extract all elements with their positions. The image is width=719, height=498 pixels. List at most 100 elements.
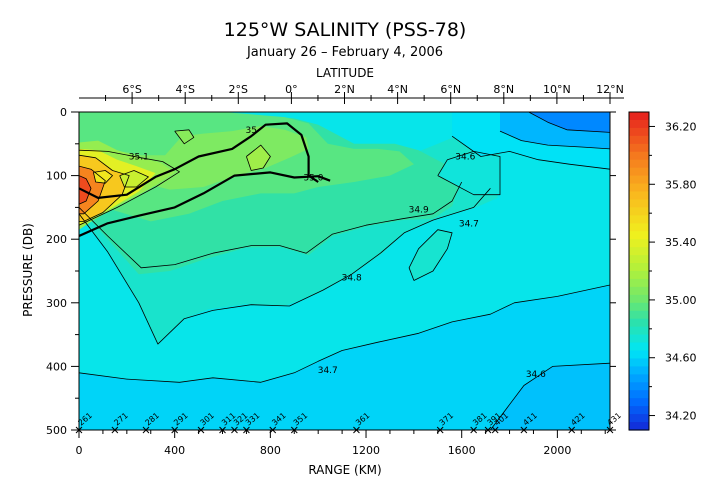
x-tick-label: 400 bbox=[164, 444, 185, 457]
salinity-region bbox=[490, 363, 610, 430]
colorbar-swatch bbox=[629, 310, 649, 320]
colorbar-swatch bbox=[629, 215, 649, 224]
colorbar-swatch bbox=[629, 143, 649, 153]
contour-line bbox=[79, 154, 130, 222]
y-tick-label: 500 bbox=[46, 424, 67, 437]
lat-tick-label: 6°N bbox=[440, 83, 461, 96]
lat-tick-label: 2°N bbox=[334, 83, 355, 96]
contour-line bbox=[490, 362, 610, 430]
colorbar-swatch bbox=[629, 112, 649, 121]
y-tick-label: 100 bbox=[46, 170, 67, 183]
lat-tick-label: 6°S bbox=[122, 83, 141, 96]
lat-tick-label: 2°S bbox=[229, 83, 248, 96]
colorbar-tick-label: 36.20 bbox=[665, 120, 697, 133]
latitude-axis: 6°S 4°S 2°S 0° 2°N 4°N 6°N 8°N 10°N 12°N bbox=[79, 83, 624, 104]
contour-line bbox=[79, 181, 463, 269]
bold-contour-line bbox=[79, 122, 319, 199]
colorbar-tick-label: 34.20 bbox=[665, 410, 697, 423]
salinity-region bbox=[93, 170, 113, 184]
colorbar-swatch bbox=[629, 247, 649, 256]
lat-tick-label: 10°N bbox=[543, 83, 571, 96]
colorbar-swatch bbox=[629, 231, 649, 240]
colorbar-swatch bbox=[629, 406, 649, 415]
colorbar-swatch bbox=[629, 207, 649, 216]
colorbar-swatch bbox=[629, 191, 649, 201]
contour-label: 34.9 bbox=[409, 205, 429, 215]
colorbar-swatch bbox=[629, 382, 649, 391]
contour-label: 35 bbox=[245, 126, 256, 136]
contour-line bbox=[437, 151, 501, 196]
colorbar-swatch bbox=[629, 183, 649, 193]
x-tick-label: 1600 bbox=[448, 444, 476, 457]
contour-label: 35.1 bbox=[129, 153, 149, 163]
x-axis: 0 400 800 1200 1600 2000 bbox=[76, 430, 606, 457]
contour-line bbox=[79, 188, 491, 345]
lat-tick-label: 12°N bbox=[596, 83, 624, 96]
colorbar-swatch bbox=[629, 294, 649, 304]
colorbar-swatch bbox=[629, 271, 649, 280]
colorbar-swatch bbox=[629, 151, 649, 161]
contour-lines bbox=[79, 112, 610, 430]
colorbar-tick-label: 35.40 bbox=[665, 236, 697, 249]
chart-title: 125°W SALINITY (PSS-78) bbox=[224, 19, 467, 41]
x-axis-label: RANGE (KM) bbox=[308, 463, 381, 477]
colorbar-tick-label: 34.60 bbox=[665, 352, 697, 365]
contour-line bbox=[408, 229, 453, 281]
contour-line bbox=[499, 130, 610, 150]
salinity-region bbox=[79, 126, 309, 207]
lat-tick-label: 4°S bbox=[175, 83, 194, 96]
contour-labels: 35.1 35 35.0 34.9 34.8 34.7 34.7 34.6 34.6 bbox=[129, 126, 546, 380]
colorbar-tick-label: 35.00 bbox=[665, 294, 697, 307]
lat-tick-label: 0° bbox=[285, 83, 298, 96]
colorbar-swatch bbox=[629, 358, 649, 367]
colorbar-swatch bbox=[629, 390, 649, 399]
bold-contour-line bbox=[79, 171, 331, 238]
colorbar-swatch bbox=[629, 374, 649, 383]
x-tick-label: 1200 bbox=[352, 444, 380, 457]
colorbar-swatch bbox=[629, 422, 649, 431]
colorbar-swatch bbox=[629, 127, 649, 137]
salinity-region bbox=[528, 112, 610, 133]
chart-subtitle: January 26 – February 4, 2006 bbox=[246, 45, 443, 60]
colorbar-tick-label: 35.80 bbox=[665, 178, 697, 191]
contour-label: 34.6 bbox=[526, 370, 546, 380]
colorbar-swatch bbox=[629, 223, 649, 232]
lat-tick-label: 4°N bbox=[387, 83, 408, 96]
y-tick-label: 300 bbox=[46, 297, 67, 310]
y-axis-label: PRESSURE (DB) bbox=[21, 223, 35, 317]
contour-line bbox=[174, 129, 195, 145]
salinity-color-field bbox=[79, 112, 610, 430]
colorbar-swatch bbox=[629, 167, 649, 177]
colorbar-swatch bbox=[629, 263, 649, 272]
contour-label: 34.7 bbox=[318, 366, 338, 376]
salinity-region bbox=[79, 285, 610, 430]
salinity-region bbox=[409, 229, 453, 281]
colorbar-swatch bbox=[629, 119, 649, 129]
colorbar-swatch bbox=[629, 302, 649, 312]
colorbar-swatch bbox=[629, 366, 649, 375]
contour-line bbox=[79, 175, 92, 205]
salinity-region bbox=[437, 151, 500, 195]
colorbar-swatch bbox=[629, 350, 649, 360]
contour-line bbox=[79, 284, 610, 383]
colorbar-swatch bbox=[629, 255, 649, 264]
salinity-region bbox=[246, 145, 271, 171]
colorbar-swatch bbox=[629, 159, 649, 169]
y-tick-label: 400 bbox=[46, 360, 67, 373]
contour-line bbox=[93, 170, 113, 184]
colorbar-swatch bbox=[629, 414, 649, 423]
y-tick-label: 200 bbox=[46, 233, 67, 246]
colorbar-swatch bbox=[629, 398, 649, 407]
contour-line bbox=[79, 149, 180, 226]
colorbar: 36.20 35.80 35.40 35.00 34.60 34.20 bbox=[628, 111, 697, 431]
lat-tick-label: 8°N bbox=[493, 83, 514, 96]
y-axis: 0 100 200 300 400 500 bbox=[46, 106, 616, 437]
contour-line bbox=[528, 112, 610, 133]
colorbar-swatch bbox=[629, 175, 649, 185]
contour-line bbox=[119, 170, 149, 188]
contour-label: 34.8 bbox=[342, 274, 362, 284]
colorbar-swatch bbox=[629, 342, 649, 352]
colorbar-swatch bbox=[629, 278, 649, 288]
y-tick-label: 0 bbox=[60, 106, 67, 119]
